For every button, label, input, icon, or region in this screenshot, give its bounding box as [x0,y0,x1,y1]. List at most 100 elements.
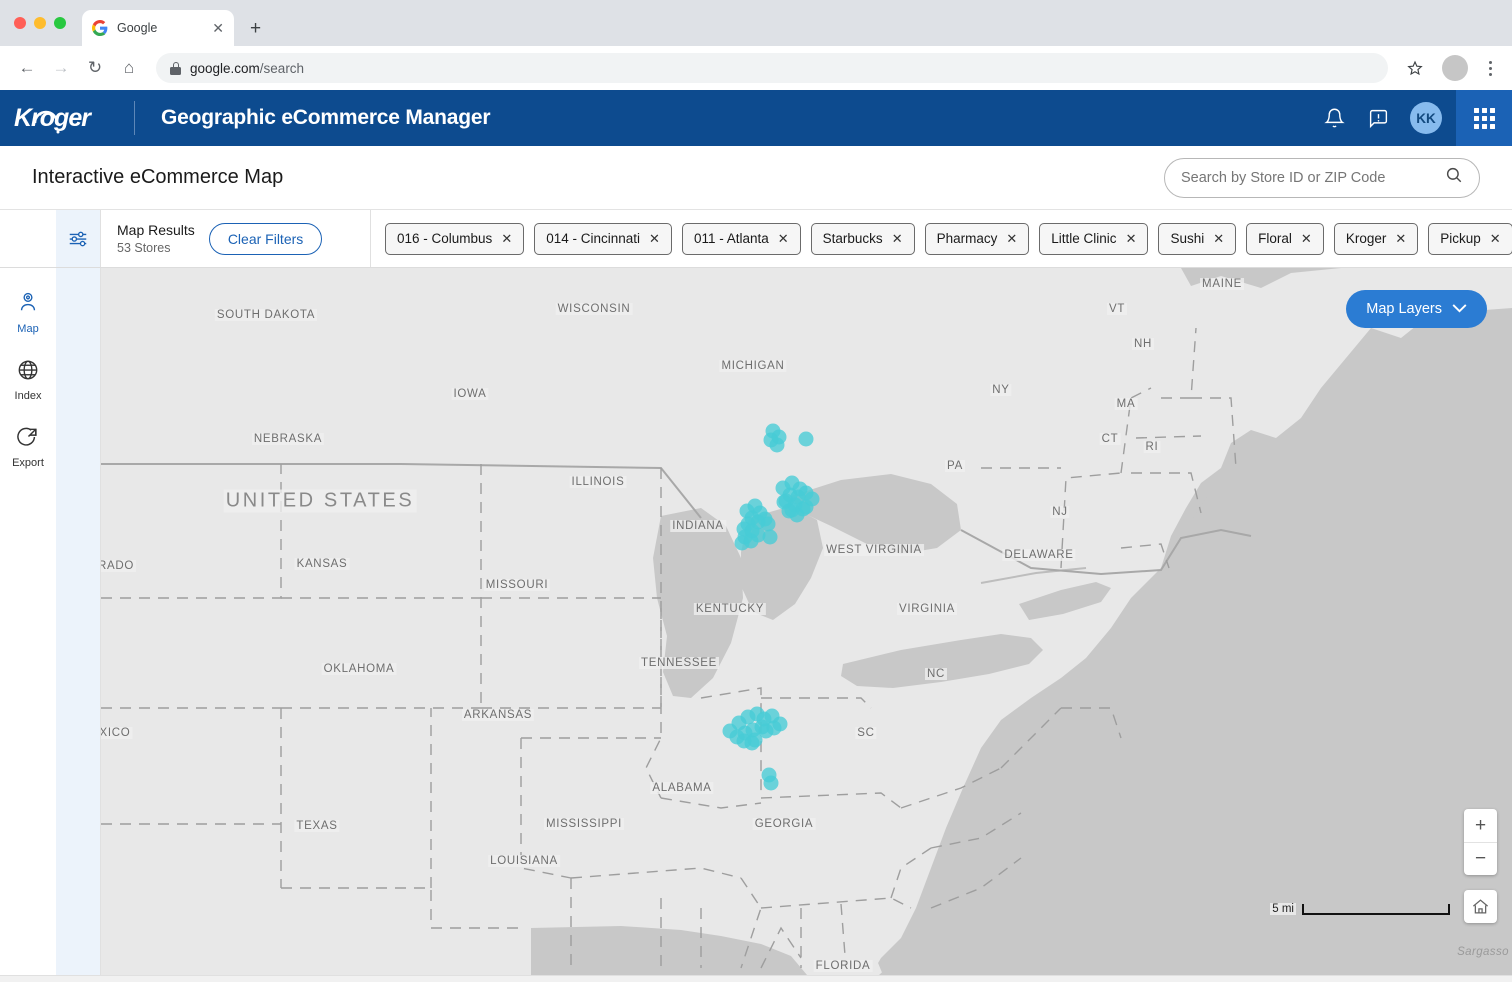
map-layers-label: Map Layers [1366,301,1442,317]
new-tab-button[interactable]: + [250,18,262,39]
window-maximize-button[interactable] [54,17,66,29]
filter-chip[interactable]: Pickup ✕ [1428,222,1512,255]
filter-chip-label: Floral [1258,231,1292,246]
map-scale-line [1302,904,1450,915]
home-icon[interactable]: ⌂ [123,58,135,77]
app-header: Kroger Geographic eCommerce Manager KK [0,90,1512,146]
close-icon[interactable]: ✕ [1213,231,1225,246]
map-scale-label: 5 mi [1270,903,1296,915]
sidebar-item-label: Index [14,390,42,402]
filter-chip[interactable]: 014 - Cincinnati ✕ [534,222,672,255]
avatar[interactable]: KK [1410,102,1442,134]
store-marker[interactable] [769,437,785,453]
store-search-box[interactable] [1164,157,1480,198]
store-marker[interactable] [757,511,773,527]
map-layers-button[interactable]: Map Layers [1346,290,1487,328]
clear-filters-button[interactable]: Clear Filters [208,222,323,255]
filter-chip-label: Little Clinic [1051,231,1117,246]
map-zoom-controls: + − [1464,809,1497,875]
app-title: Geographic eCommerce Manager [161,106,491,129]
rail-spacer-top [0,210,56,267]
store-marker[interactable] [766,720,782,736]
sidebar-item-export[interactable]: Export [0,414,56,481]
kroger-logo[interactable]: Kroger [14,98,108,138]
zoom-out-button[interactable]: − [1464,842,1497,875]
map-results-label: Map Results [117,222,195,238]
filter-chip-label: 016 - Columbus [397,231,493,246]
filter-panel-toggle[interactable] [56,210,101,267]
forward-icon[interactable]: → [52,58,70,77]
store-marker[interactable] [747,732,763,748]
page-title-bar: Interactive eCommerce Map [0,146,1512,210]
app-footer: ©2023 Kroger, All Rights Reserved • Vers… [0,975,1512,982]
filter-chip[interactable]: Sushi ✕ [1158,222,1237,255]
sidebar-item-index[interactable]: Index [0,347,56,414]
page-title: Interactive eCommerce Map [32,166,284,188]
store-marker[interactable] [798,499,814,515]
filter-chip[interactable]: 016 - Columbus ✕ [385,222,525,255]
search-input[interactable] [1181,169,1445,186]
close-icon[interactable]: ✕ [891,231,903,246]
store-marker[interactable] [798,431,814,447]
address-bar[interactable]: google.com/search [156,53,1388,83]
filter-chip[interactable]: Kroger ✕ [1333,222,1419,255]
window-controls [14,17,66,29]
app-grid-icon[interactable] [1456,90,1512,146]
search-icon[interactable] [1445,166,1463,189]
lock-icon [170,61,181,75]
url-domain: google.com [190,60,260,76]
close-icon[interactable]: ✕ [777,231,789,246]
browser-tab-title: Google [117,21,158,35]
filter-chip[interactable]: Pharmacy ✕ [924,222,1030,255]
close-icon[interactable]: ✕ [1395,231,1407,246]
map-results-block: Map Results 53 Stores Clear Filters [101,210,371,267]
left-nav-rail: Map Index Export [0,268,56,975]
filter-chip[interactable]: Little Clinic ✕ [1039,222,1149,255]
bookmark-star-icon[interactable] [1400,53,1430,83]
map-pin-icon [17,290,39,319]
close-icon[interactable]: ✕ [1125,231,1137,246]
map-scale-bar: 5 mi [1270,903,1450,915]
window-minimize-button[interactable] [34,17,46,29]
zoom-in-button[interactable]: + [1474,814,1487,836]
map-home-button[interactable] [1464,890,1497,923]
back-icon[interactable]: ← [18,58,36,77]
store-marker[interactable] [722,723,738,739]
browser-profile-avatar[interactable] [1442,55,1468,81]
filter-chips-list: 016 - Columbus ✕ 014 - Cincinnati ✕ 011 - At… [371,210,1512,267]
store-marker[interactable] [763,775,779,791]
filter-chip-label: Sushi [1170,231,1205,246]
feedback-icon[interactable] [1356,90,1400,146]
browser-chrome: Google ✕ + ← → ↻ ⌂ google.com/search [0,0,1512,90]
sidebar-item-map[interactable]: Map [0,278,56,347]
filter-chip-label: Starbucks [822,231,883,246]
close-icon[interactable]: ✕ [501,231,513,246]
map-region: Map Index Export [0,268,1512,975]
map-canvas[interactable]: SOUTH DAKOTA NEBRASKA IOWA WISCONSIN MICHIGA… [101,268,1512,975]
filter-chip[interactable]: Starbucks ✕ [810,222,915,255]
sidebar-item-label: Export [12,457,44,469]
chevron-down-icon [1452,301,1467,317]
browser-menu-icon[interactable] [1480,60,1500,76]
bell-icon[interactable] [1312,90,1356,146]
filter-bar: Map Results 53 Stores Clear Filters 016 … [0,210,1512,268]
store-marker[interactable] [734,535,750,551]
store-marker[interactable] [762,529,778,545]
filter-chip-label: Kroger [1345,231,1387,246]
globe-icon [17,359,39,386]
sidebar-item-label: Map [17,323,39,335]
filter-panel-column [56,268,101,975]
close-icon[interactable]: ✕ [1489,231,1501,246]
browser-tab[interactable]: Google ✕ [82,10,234,46]
filter-chip[interactable]: 011 - Atlanta ✕ [681,222,801,255]
close-icon[interactable]: ✕ [1006,231,1018,246]
store-marker[interactable] [784,502,800,518]
store-count: 53 Stores [117,241,171,255]
filter-chip[interactable]: Floral ✕ [1246,222,1324,255]
address-bar-url: google.com/search [190,61,304,76]
close-icon[interactable]: ✕ [649,231,660,246]
close-icon[interactable]: ✕ [1300,231,1312,246]
reload-icon[interactable]: ↻ [87,58,103,77]
close-icon[interactable]: ✕ [212,20,224,36]
window-close-button[interactable] [14,17,26,29]
